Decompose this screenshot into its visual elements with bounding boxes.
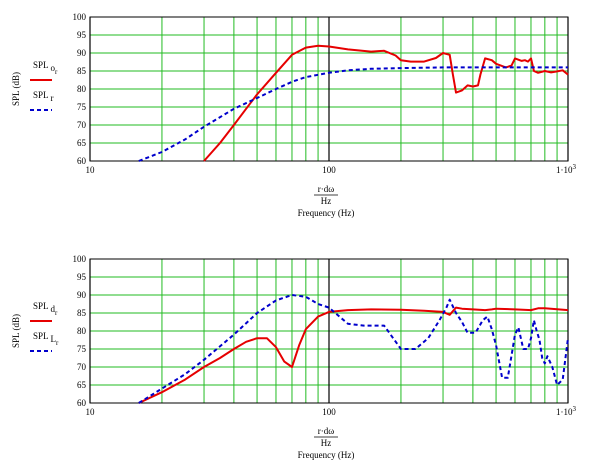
y-tick-label: 80 — [77, 326, 87, 336]
x-tick-exponent: 3 — [573, 163, 577, 171]
legend-label-main: SPL — [33, 60, 49, 70]
y-tick-label: 85 — [77, 308, 87, 318]
x-axis-caption: Frequency (Hz) — [298, 208, 355, 218]
legend-label-subsub: r — [56, 339, 59, 347]
y-tick-label: 70 — [77, 362, 87, 372]
grid — [89, 258, 569, 404]
legend-label-sub: r — [51, 93, 54, 103]
y-tick-label: 60 — [77, 156, 87, 166]
plot-frame — [89, 258, 569, 404]
x-axis-label-numerator: r·dω — [318, 426, 334, 436]
x-axis-caption: Frequency (Hz) — [298, 450, 355, 460]
y-tick-label: 95 — [77, 30, 87, 40]
legend-label-main: SPL — [33, 90, 49, 100]
y-tick-label: 90 — [77, 48, 87, 58]
series-line-0 — [138, 306, 569, 404]
x-axis-label-numerator: r·dω — [318, 184, 334, 194]
series-line-1 — [138, 294, 569, 404]
x-tick-label: 100 — [322, 407, 336, 417]
y-axis-label: SPL (dB) — [11, 314, 21, 348]
y-tick-label: 90 — [77, 290, 87, 300]
legend-label-1: SPL Lr — [33, 331, 59, 347]
x-tick-label: 100 — [322, 165, 336, 175]
legend-label-sub: d — [51, 304, 56, 314]
legend-label-subsub: r — [55, 309, 58, 317]
y-axis-label: SPL (dB) — [11, 72, 21, 106]
y-tick-label: 65 — [77, 138, 87, 148]
y-tick-label: 80 — [77, 84, 87, 94]
y-tick-label: 70 — [77, 120, 87, 130]
bottom-chart-panel: 60 65 70 75 80 85 90 95 100 10 100 1·103 SPL (dB) r·d… — [11, 254, 577, 460]
top-chart-panel: 60 65 70 75 80 85 90 95 100 10 100 1·103 SPL (dB) r·d… — [11, 12, 577, 218]
legend-label-subsub: r — [55, 68, 58, 76]
y-tick-label: 60 — [77, 398, 87, 408]
series-line-0 — [203, 44, 569, 162]
y-tick-label: 75 — [77, 344, 87, 354]
legend-label-main: SPL — [33, 301, 49, 311]
x-axis-label-denominator: Hz — [321, 438, 332, 448]
plot-frame — [89, 16, 569, 162]
x-tick-label: 1·103 — [556, 163, 577, 175]
y-tick-label: 85 — [77, 66, 87, 76]
legend-label-main: SPL — [33, 331, 49, 341]
y-tick-label: 100 — [73, 254, 87, 264]
legend-label-sub: o — [51, 63, 56, 73]
x-tick-label: 10 — [86, 165, 96, 175]
x-tick-label: 10 — [86, 407, 96, 417]
legend-label-1: SPL r — [33, 90, 54, 103]
series-line-1 — [138, 66, 568, 162]
x-tick-label: 1·103 — [556, 405, 577, 417]
grid — [89, 16, 569, 162]
x-axis-label-denominator: Hz — [321, 196, 332, 206]
y-tick-label: 75 — [77, 102, 87, 112]
y-tick-label: 65 — [77, 380, 87, 390]
x-tick-exponent: 3 — [573, 405, 577, 413]
legend-label-0: SPL or — [33, 60, 58, 76]
legend-label-0: SPL dr — [33, 301, 58, 317]
y-tick-label: 95 — [77, 272, 87, 282]
legend-label-sub: L — [51, 334, 57, 344]
y-tick-label: 100 — [73, 12, 87, 22]
